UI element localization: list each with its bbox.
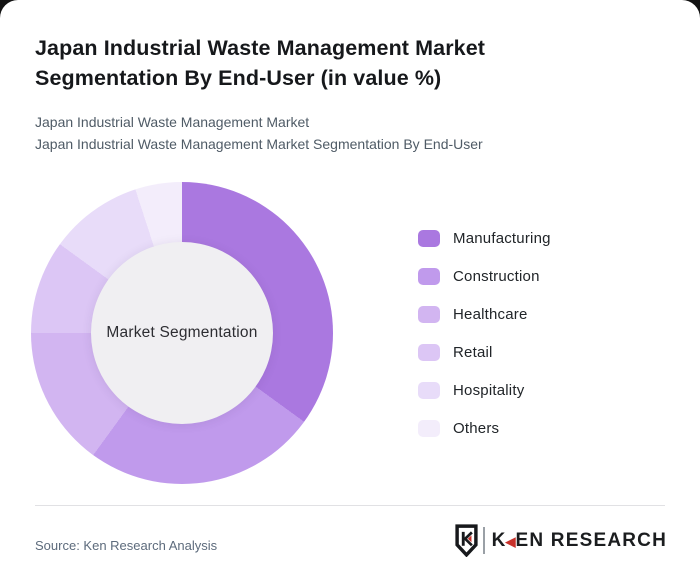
legend-item: Hospitality: [418, 381, 551, 399]
logo-letter-k: K: [491, 529, 507, 551]
page-title: Japan Industrial Waste Management Market…: [35, 36, 486, 90]
logo-divider: [482, 527, 485, 554]
footer-divider: [35, 505, 665, 506]
ken-research-logo: K ◀ EN RESEARCH: [454, 524, 667, 557]
legend-item: Others: [418, 419, 551, 437]
shield-k-icon: [454, 524, 478, 557]
subtitle-line-1: Japan Industrial Waste Management Market: [35, 114, 310, 130]
chart-subtitle: Japan Industrial Waste Management Market…: [35, 112, 655, 155]
legend-item: Healthcare: [418, 305, 551, 323]
legend-swatch: [418, 305, 440, 323]
legend-item: Manufacturing: [418, 229, 551, 247]
legend-label: Manufacturing: [453, 229, 551, 247]
legend: Manufacturing Construction Healthcare Retai…: [418, 229, 551, 457]
donut-chart: Market Segmentation: [31, 182, 333, 484]
legend-label: Others: [453, 419, 500, 437]
legend-swatch: [418, 419, 440, 437]
legend-swatch: [418, 229, 440, 247]
logo-wordmark: K ◀ EN RESEARCH: [492, 530, 667, 552]
logo-text-rest: EN RESEARCH: [515, 529, 667, 551]
legend-label: Healthcare: [453, 305, 528, 323]
legend-swatch: [418, 343, 440, 361]
legend-label: Retail: [453, 343, 493, 361]
legend-label: Construction: [453, 267, 540, 285]
legend-label: Hospitality: [453, 381, 525, 399]
legend-item: Construction: [418, 267, 551, 285]
subtitle-line-2: Japan Industrial Waste Management Market…: [35, 135, 483, 152]
donut-hole: Market Segmentation: [91, 242, 273, 424]
logo-triangle-icon: ◀: [505, 533, 516, 549]
donut-center-label: Market Segmentation: [106, 324, 258, 341]
legend-item: Retail: [418, 343, 551, 361]
source-note: Source: Ken Research Analysis: [35, 538, 218, 553]
legend-swatch: [418, 267, 440, 285]
legend-swatch: [418, 381, 440, 399]
